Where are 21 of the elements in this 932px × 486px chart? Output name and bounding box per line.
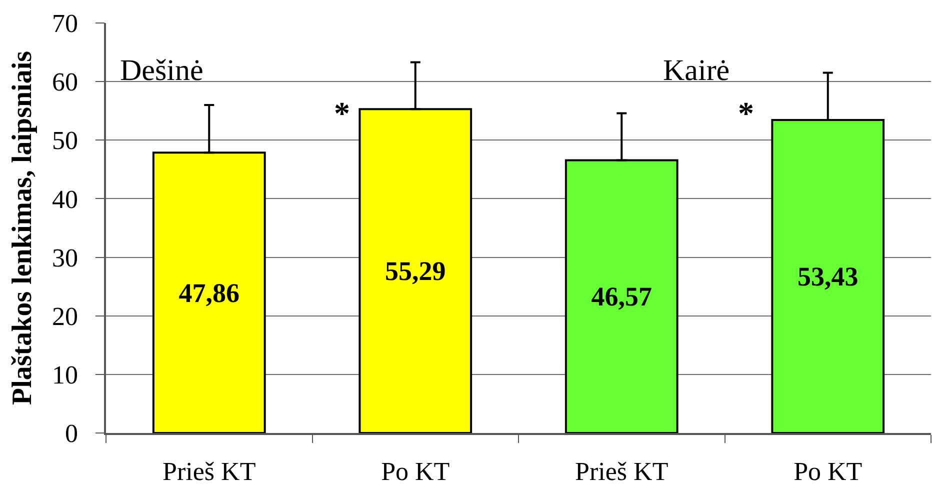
y-tick-label: 30 [52,243,78,272]
y-tick-label: 40 [52,184,78,214]
data-label: 55,29 [385,256,446,286]
annotation: Kairė [663,54,730,87]
y-tick-label: 0 [65,419,78,448]
y-axis-title: Plaštakos lenkimas, laipsniais [7,50,38,405]
annotation: * [334,95,350,131]
x-tick-label: Prieš KT [162,456,256,486]
data-label: 53,43 [798,262,858,292]
y-tick-label: 70 [52,9,78,38]
y-tick-label: 60 [52,68,78,97]
y-tick-label: 20 [52,302,78,331]
data-label: 46,57 [591,282,652,312]
x-tick-label: Po KT [794,456,862,486]
annotation: * [738,95,754,131]
x-tick-label: Prieš KT [575,456,668,486]
data-label: 47,86 [178,278,240,308]
y-tick-label: 50 [52,126,78,156]
x-tick-label: Po KT [381,456,450,486]
y-tick-label: 10 [52,360,78,390]
annotation: Dešinė [120,54,204,87]
